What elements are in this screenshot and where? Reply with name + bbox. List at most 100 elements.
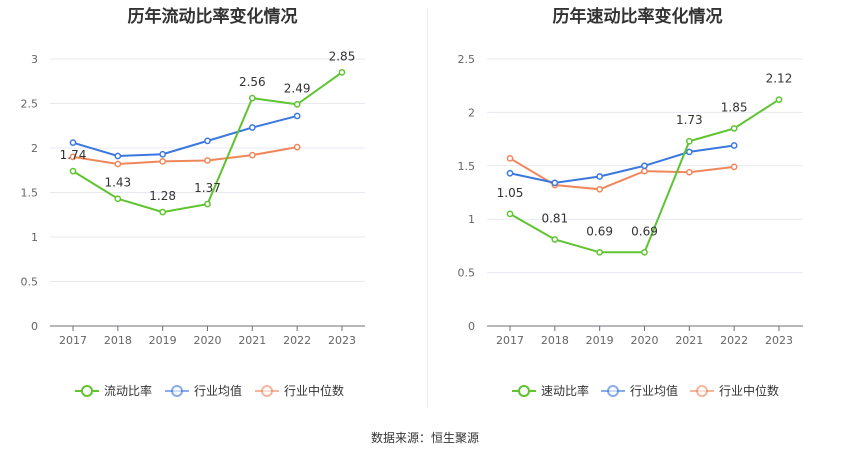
data-label: 1.37 xyxy=(194,181,221,195)
data-point xyxy=(248,124,256,131)
data-point xyxy=(159,158,167,165)
data-point xyxy=(641,248,648,256)
data-point xyxy=(293,112,301,120)
legend-marker xyxy=(81,385,93,397)
legend-item-2: 行业中位数 xyxy=(255,383,344,398)
data-label: 1.73 xyxy=(676,113,703,127)
data-point xyxy=(114,195,122,203)
legend-item-0: 流动比率 xyxy=(75,383,152,398)
series-line-1 xyxy=(509,144,735,184)
data-point xyxy=(730,125,738,132)
legend-label: 速动比率 xyxy=(541,383,589,398)
x-tick-label: 2022 xyxy=(283,334,311,347)
data-label: 2.49 xyxy=(284,81,311,95)
data-point xyxy=(204,137,211,145)
data-label: 2.12 xyxy=(766,72,793,86)
current-ratio-plot: 0 0.5 1 1.5 2 2.5 3 2017 2018 2019 2020 2021 2022 202… xyxy=(21,49,365,398)
x-tick-label: 2021 xyxy=(238,334,266,347)
quick-ratio-chart: 历年速动比率变化情况 0 0.5 1 1.5 2 2.5 2017 2018 2019 2020 2… xyxy=(425,0,850,420)
legend-label: 行业中位数 xyxy=(284,383,344,398)
data-label: 1.74 xyxy=(60,148,87,162)
data-point xyxy=(730,163,738,171)
data-point xyxy=(596,185,604,193)
data-point xyxy=(69,153,77,161)
panel-divider xyxy=(427,8,428,408)
data-point xyxy=(685,168,693,176)
data-label: 1.05 xyxy=(497,186,524,200)
y-tick-label: 2.5 xyxy=(21,98,39,111)
data-point xyxy=(69,139,77,147)
x-tick-label: 2020 xyxy=(630,334,658,347)
legend-marker xyxy=(171,385,183,397)
data-point xyxy=(641,162,648,170)
data-point xyxy=(204,157,211,164)
y-tick-label: 0.5 xyxy=(21,276,39,289)
legend-label: 行业中位数 xyxy=(719,383,779,398)
legend-label: 流动比率 xyxy=(104,383,152,398)
data-label: 1.43 xyxy=(104,176,131,190)
x-tick-label: 2018 xyxy=(541,334,569,347)
legend-marker xyxy=(607,385,619,397)
quick-ratio-plot: 0 0.5 1 1.5 2 2.5 2017 2018 2019 2020 2021 2022 2023… xyxy=(458,53,803,398)
x-tick-label: 2017 xyxy=(59,334,87,347)
legend-marker xyxy=(696,385,708,397)
legend-marker xyxy=(261,385,273,397)
legend-item-2: 行业中位数 xyxy=(690,383,779,398)
legend-item-0: 速动比率 xyxy=(512,383,589,398)
y-tick-label: 2 xyxy=(468,106,475,119)
data-point xyxy=(775,96,783,103)
data-point xyxy=(641,167,648,175)
data-label: 2.85 xyxy=(329,49,356,63)
data-point xyxy=(551,179,559,187)
data-point xyxy=(506,210,514,218)
legend-label: 行业均值 xyxy=(630,383,678,398)
chart-title: 历年流动比率变化情况 xyxy=(127,7,298,27)
x-tick-label: 2021 xyxy=(675,334,703,347)
y-tick-label: 1.5 xyxy=(21,187,39,200)
data-point xyxy=(730,142,738,149)
data-label: 0.81 xyxy=(541,211,568,225)
x-tick-label: 2017 xyxy=(496,334,524,347)
data-point xyxy=(596,173,604,180)
x-tick-label: 2019 xyxy=(149,334,177,347)
legend-marker xyxy=(518,385,530,397)
current-ratio-chart: 历年流动比率变化情况 0 0.5 1 1.5 2 2.5 3 2017 2018 2019 2020… xyxy=(0,0,425,420)
data-point xyxy=(69,167,77,175)
x-tick-label: 2020 xyxy=(193,334,221,347)
y-tick-label: 0 xyxy=(31,320,38,333)
series-line-2 xyxy=(509,157,735,191)
x-tick-label: 2023 xyxy=(765,334,793,347)
y-tick-label: 1.5 xyxy=(458,160,476,173)
y-tick-label: 1 xyxy=(31,231,38,244)
data-point xyxy=(248,151,256,159)
x-tick-label: 2018 xyxy=(104,334,132,347)
data-point xyxy=(551,236,559,243)
y-tick-label: 3 xyxy=(31,53,38,66)
y-tick-label: 1 xyxy=(468,213,475,226)
y-tick-label: 2.5 xyxy=(458,53,476,66)
x-tick-label: 2022 xyxy=(720,334,748,347)
legend-label: 行业均值 xyxy=(194,383,242,398)
legend-item-1: 行业均值 xyxy=(601,383,678,398)
data-label: 1.85 xyxy=(721,100,748,114)
data-point xyxy=(248,94,256,102)
data-label: 1.28 xyxy=(149,189,176,203)
data-point xyxy=(506,154,514,162)
series-line-2 xyxy=(72,146,298,166)
data-point xyxy=(338,69,346,76)
data-point xyxy=(596,248,604,256)
y-tick-label: 2 xyxy=(31,142,38,155)
data-point xyxy=(685,137,693,145)
y-tick-label: 0 xyxy=(468,320,475,333)
data-point xyxy=(685,148,693,156)
data-label: 0.69 xyxy=(631,224,658,238)
data-point xyxy=(293,101,301,108)
series-line-1 xyxy=(72,114,298,158)
data-label: 2.56 xyxy=(239,75,266,89)
y-tick-label: 0.5 xyxy=(458,267,476,280)
data-label: 0.69 xyxy=(586,224,613,238)
data-source: 数据来源：恒生聚源 xyxy=(370,431,479,445)
x-tick-label: 2019 xyxy=(586,334,614,347)
data-point xyxy=(159,208,167,216)
x-tick-label: 2023 xyxy=(328,334,356,347)
